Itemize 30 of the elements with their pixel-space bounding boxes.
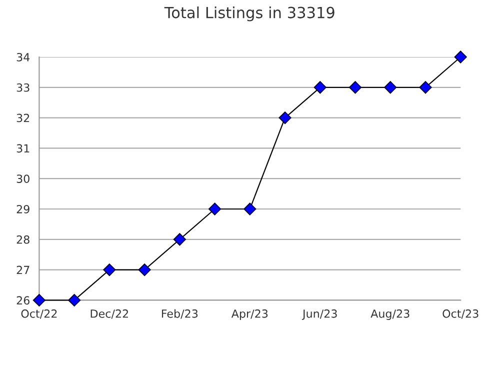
point [103,263,116,276]
y-tick-label: 31 [16,144,30,153]
y-tick-label: 26 [16,296,30,305]
point [208,202,222,216]
x-tick-label: Aug/23 [370,309,410,320]
point [138,263,151,276]
point [278,111,292,124]
x-tick-label: Oct/22 [21,309,57,319]
point [314,81,326,94]
point [68,294,81,307]
y-tick-label: 28 [16,235,30,244]
point [454,50,467,64]
x-tick-label: Dec/22 [90,309,128,319]
x-tick-label: Apr/23 [231,309,268,320]
point [32,294,46,307]
y-tick-label: 29 [16,204,30,214]
point [244,202,256,216]
point [419,81,432,94]
y-tick-label: 34 [16,52,30,62]
point [348,81,362,94]
chart-title: Total Listings in 33319 [164,6,334,22]
point [173,233,186,246]
x-tick-label: Oct/23 [442,309,478,319]
y-tick-label: 32 [16,114,30,122]
x-tick-label: Jun/23 [302,309,337,320]
x-tick-label: Feb/23 [162,309,198,319]
point [384,81,397,94]
y-tick-label: 33 [16,83,30,92]
y-tick-label: 27 [16,266,30,274]
y-tick-label: 30 [16,174,30,183]
